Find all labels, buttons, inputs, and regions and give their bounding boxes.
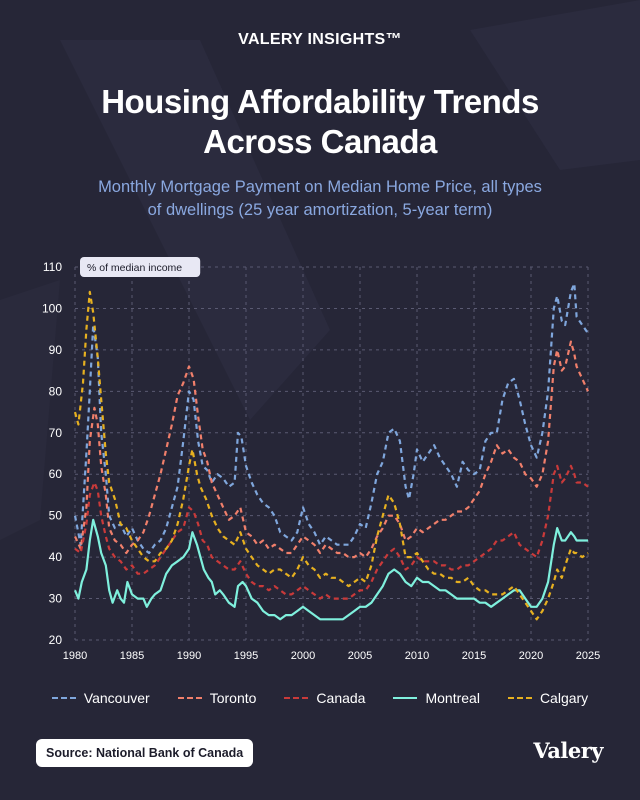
x-tick-label: 2020 — [519, 650, 543, 662]
chart-legend: Vancouver Toronto Canada Montreal Calgary — [0, 690, 640, 706]
series-line-calgary — [73, 290, 589, 621]
legend-item-toronto: Toronto — [177, 690, 257, 706]
legend-swatch — [393, 697, 418, 699]
x-tick-label: 2015 — [462, 650, 486, 662]
series-layer — [73, 282, 589, 621]
legend-swatch — [177, 697, 202, 699]
y-tick-label: 20 — [49, 633, 63, 647]
brand-name: VALERY INSIGHTS™ — [238, 31, 402, 48]
series-line-canada — [74, 464, 589, 600]
y-tick-label: 80 — [49, 384, 63, 398]
legend-swatch — [507, 697, 532, 699]
y-tick-label: 70 — [49, 426, 63, 440]
series-line-montreal — [73, 518, 588, 621]
subtitle: Monthly Mortgage Payment on Median Home … — [40, 176, 600, 222]
x-tick-label: 2005 — [348, 650, 372, 662]
series-line-toronto — [74, 340, 589, 559]
y-tick-label: 110 — [43, 260, 62, 274]
page-title: Housing Affordability Trends Across Cana… — [0, 82, 640, 162]
subtitle-line-1: Monthly Mortgage Payment on Median Home … — [98, 178, 542, 196]
legend-item-montreal: Montreal — [393, 690, 480, 706]
y-tick-label: 30 — [49, 592, 63, 606]
x-tick-label: 1995 — [234, 650, 258, 662]
y-tick-label: 90 — [49, 343, 63, 357]
legend-swatch — [51, 697, 76, 699]
legend-label: Toronto — [209, 690, 257, 706]
subtitle-line-2: of dwellings (25 year amortization, 5-ye… — [147, 201, 493, 219]
grid — [74, 266, 589, 641]
valery-logo: Valery — [533, 738, 603, 763]
x-tick-label: 2010 — [405, 650, 429, 662]
x-tick-label: 1990 — [177, 650, 201, 662]
y-tick-label: 60 — [49, 467, 63, 481]
y-axis-label: % of median income — [87, 262, 182, 274]
legend-swatch — [284, 697, 309, 699]
legend-label: Canada — [316, 690, 366, 706]
y-tick-label: 40 — [49, 550, 63, 564]
x-tick-label: 2025 — [576, 650, 600, 662]
axes: 20 30 40 50 60 70 80 90 100 110 1980 1985 1990 1995 20… — [42, 260, 600, 662]
y-axis-label-group: % of median income — [80, 257, 201, 277]
series-line-vancouver — [73, 282, 589, 555]
legend-item-vancouver: Vancouver — [51, 690, 150, 706]
y-tick-label: 100 — [42, 301, 62, 315]
x-tick-label: 1985 — [120, 650, 144, 662]
legend-label: Vancouver — [83, 690, 150, 706]
legend-item-canada: Canada — [284, 690, 365, 706]
title-line-1: Housing Affordability Trends — [101, 83, 539, 120]
y-tick-label: 50 — [49, 509, 63, 523]
y-axis-label-background — [80, 257, 201, 277]
legend-label: Calgary — [539, 690, 589, 706]
legend-label: Montreal — [425, 690, 480, 706]
title-line-2: Across Canada — [203, 123, 437, 160]
x-tick-label: 1980 — [63, 650, 87, 662]
source-badge: Source: National Bank of Canada — [36, 739, 254, 767]
legend-item-calgary: Calgary — [507, 690, 589, 706]
x-tick-label: 2000 — [291, 650, 315, 662]
